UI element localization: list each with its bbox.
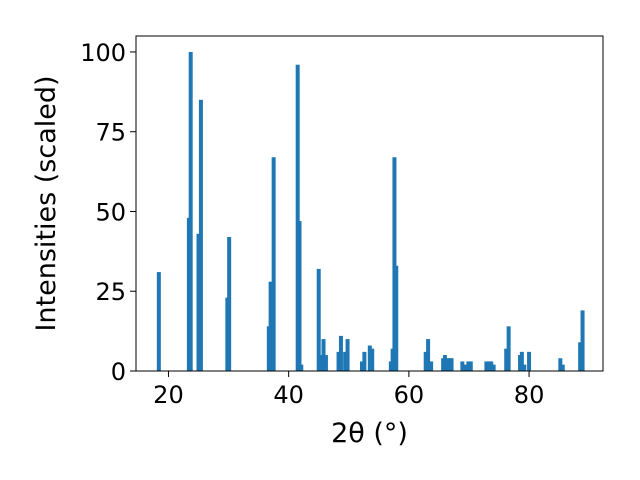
x-tick-label: 20 [153, 381, 184, 409]
y-tick-label: 75 [95, 119, 126, 147]
bar [560, 364, 565, 371]
bar [323, 355, 328, 371]
bar [345, 339, 350, 371]
bar [362, 351, 367, 371]
bar [316, 268, 321, 371]
bar [198, 99, 203, 371]
bar [506, 326, 511, 371]
bar [429, 361, 434, 371]
y-axis-label: Intensities (scaled) [31, 75, 62, 331]
bar [558, 358, 563, 371]
bar [318, 355, 323, 371]
bar [504, 348, 509, 371]
bar [423, 351, 428, 371]
bar [394, 265, 399, 371]
bar [466, 361, 471, 371]
bar [156, 272, 161, 371]
y-tick-label: 0 [111, 358, 126, 386]
bar [489, 361, 494, 371]
bar [468, 361, 473, 371]
bar [359, 361, 364, 371]
bar [522, 364, 527, 371]
y-tick-label: 50 [95, 198, 126, 226]
bar [484, 361, 489, 371]
bar [268, 281, 273, 371]
bar [227, 237, 232, 371]
bar [271, 157, 276, 371]
bar [297, 221, 302, 371]
bar [426, 339, 431, 371]
x-axis-label: 2θ (°) [331, 418, 408, 449]
x-axis-ticks: 20 40 60 80 [153, 371, 544, 409]
bar [370, 348, 375, 371]
x-tick-label: 40 [273, 381, 304, 409]
bar [338, 335, 343, 371]
bar [299, 364, 304, 371]
bar [491, 364, 496, 371]
x-tick-label: 80 [514, 381, 545, 409]
bars-layer [156, 51, 585, 372]
y-tick-label: 25 [95, 278, 126, 306]
bar [449, 358, 454, 371]
bar [321, 339, 326, 371]
bar [578, 342, 583, 371]
bar [295, 64, 300, 372]
y-axis-ticks: 0 25 50 75 100 [80, 39, 136, 386]
bar [188, 51, 193, 371]
bar [442, 355, 447, 371]
bar [367, 345, 372, 371]
bar [196, 233, 201, 371]
x-tick-label: 60 [394, 381, 425, 409]
bar [462, 364, 467, 371]
bar [519, 351, 524, 371]
plot-frame [135, 35, 604, 372]
bar [392, 157, 397, 371]
y-tick-label: 100 [80, 39, 126, 67]
bar [445, 358, 450, 371]
bar [460, 361, 465, 371]
bar [486, 361, 491, 371]
bar [343, 351, 348, 371]
bar [336, 351, 341, 371]
bar [580, 310, 585, 371]
bar [527, 351, 532, 371]
